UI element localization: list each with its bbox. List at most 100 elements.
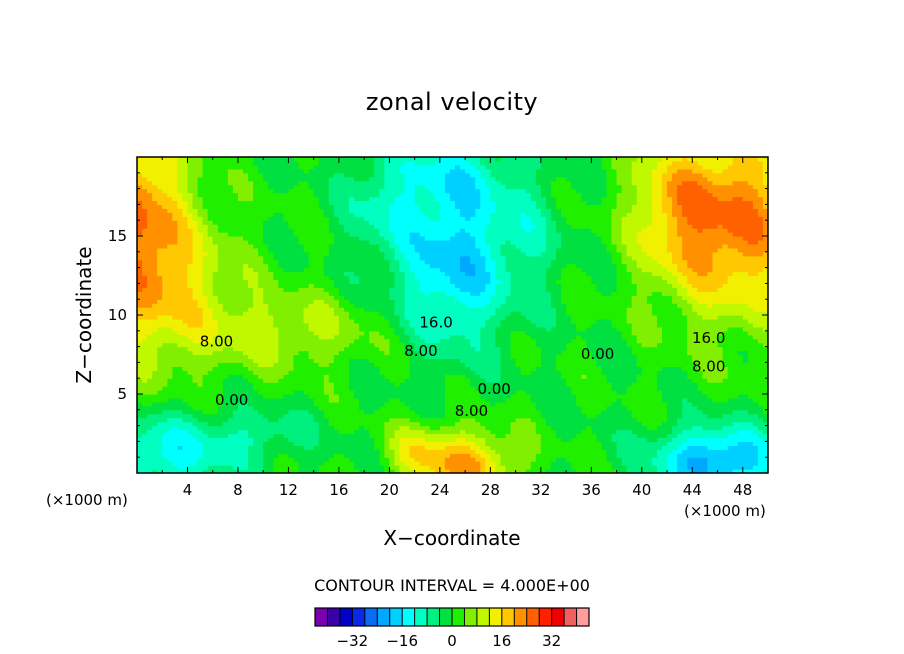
field-cell bbox=[429, 425, 436, 431]
field-cell bbox=[505, 413, 512, 419]
field-cell bbox=[248, 469, 254, 473]
field-cell bbox=[485, 433, 491, 439]
field-cell bbox=[495, 382, 502, 387]
field-cell bbox=[596, 421, 603, 427]
field-cell bbox=[555, 382, 562, 387]
field-cell bbox=[303, 445, 310, 450]
field-cell bbox=[465, 394, 471, 399]
field-cell bbox=[540, 417, 547, 423]
field-cell bbox=[374, 378, 380, 383]
field-cell bbox=[434, 417, 441, 423]
field-cell bbox=[157, 362, 163, 367]
field-cell bbox=[470, 457, 476, 462]
field-cell bbox=[636, 342, 643, 348]
field-cell bbox=[379, 449, 385, 454]
field-cell bbox=[182, 425, 189, 431]
field-cell bbox=[248, 358, 254, 363]
field-cell bbox=[384, 350, 390, 356]
field-cell bbox=[500, 437, 507, 442]
field-cell bbox=[561, 417, 567, 423]
field-cell bbox=[611, 358, 618, 363]
field-cell bbox=[384, 437, 390, 442]
field-cell bbox=[449, 405, 456, 411]
field-cell bbox=[187, 334, 194, 340]
field-cell bbox=[571, 449, 577, 454]
field-cell bbox=[308, 405, 315, 411]
field-cell bbox=[167, 346, 173, 352]
field-cell bbox=[364, 386, 370, 391]
field-cell bbox=[404, 378, 411, 383]
field-cell bbox=[439, 346, 446, 352]
field-cell bbox=[480, 318, 486, 324]
field-cell bbox=[177, 413, 184, 419]
field-cell bbox=[369, 318, 375, 324]
field-cell bbox=[207, 413, 214, 419]
field-cell bbox=[162, 342, 168, 348]
field-cell bbox=[248, 457, 254, 462]
field-cell bbox=[682, 366, 688, 371]
field-cell bbox=[434, 362, 441, 367]
field-cell bbox=[263, 461, 269, 466]
field-cell bbox=[288, 382, 295, 387]
field-cell bbox=[611, 382, 618, 387]
field-cell bbox=[237, 461, 244, 466]
field-cell bbox=[692, 386, 698, 391]
field-cell bbox=[465, 315, 471, 320]
field-cell bbox=[586, 370, 592, 375]
field-cell bbox=[263, 445, 269, 450]
field-cell bbox=[677, 378, 683, 383]
field-cell bbox=[586, 378, 592, 383]
field-cell bbox=[530, 433, 537, 439]
field-cell bbox=[162, 405, 168, 411]
field-cell bbox=[389, 433, 396, 439]
field-cell bbox=[182, 453, 189, 458]
field-cell bbox=[298, 417, 305, 423]
field-cell bbox=[313, 421, 320, 427]
field-cell bbox=[712, 421, 719, 427]
field-cell bbox=[480, 453, 486, 458]
field-cell bbox=[566, 386, 572, 391]
field-cell bbox=[419, 401, 426, 407]
field-cell bbox=[717, 445, 724, 450]
field-cell bbox=[561, 465, 567, 470]
field-cell bbox=[187, 338, 194, 344]
field-cell bbox=[631, 413, 638, 419]
field-cell bbox=[465, 366, 471, 371]
field-cell bbox=[727, 445, 734, 450]
field-cell bbox=[449, 425, 456, 431]
field-cell bbox=[707, 441, 714, 446]
field-cell bbox=[692, 449, 698, 454]
field-cell bbox=[298, 445, 305, 450]
field-cell bbox=[303, 386, 310, 391]
field-cell bbox=[354, 461, 360, 466]
field-cell bbox=[510, 366, 517, 371]
field-cell bbox=[288, 469, 295, 473]
field-cell bbox=[535, 326, 542, 332]
field-cell bbox=[419, 445, 426, 450]
field-cell bbox=[626, 441, 633, 446]
field-cell bbox=[545, 366, 552, 371]
field-cell bbox=[641, 453, 648, 458]
field-cell bbox=[202, 417, 209, 423]
field-cell bbox=[661, 441, 668, 446]
field-cell bbox=[475, 465, 481, 470]
field-cell bbox=[596, 401, 603, 407]
field-cell bbox=[515, 425, 522, 431]
field-cell bbox=[207, 425, 214, 431]
field-cell bbox=[712, 449, 719, 454]
field-cell bbox=[545, 386, 552, 391]
field-cell bbox=[313, 330, 320, 336]
field-cell bbox=[222, 409, 229, 415]
field-cell bbox=[222, 413, 229, 419]
field-cell bbox=[162, 382, 168, 387]
field-cell bbox=[601, 330, 608, 336]
field-cell bbox=[142, 342, 148, 348]
field-cell bbox=[672, 461, 678, 466]
field-cell bbox=[313, 441, 320, 446]
field-cell bbox=[404, 338, 411, 344]
field-cell bbox=[702, 394, 709, 399]
field-cell bbox=[687, 417, 693, 423]
field-cell bbox=[651, 465, 658, 470]
field-cell bbox=[434, 465, 441, 470]
field-cell bbox=[293, 425, 300, 431]
